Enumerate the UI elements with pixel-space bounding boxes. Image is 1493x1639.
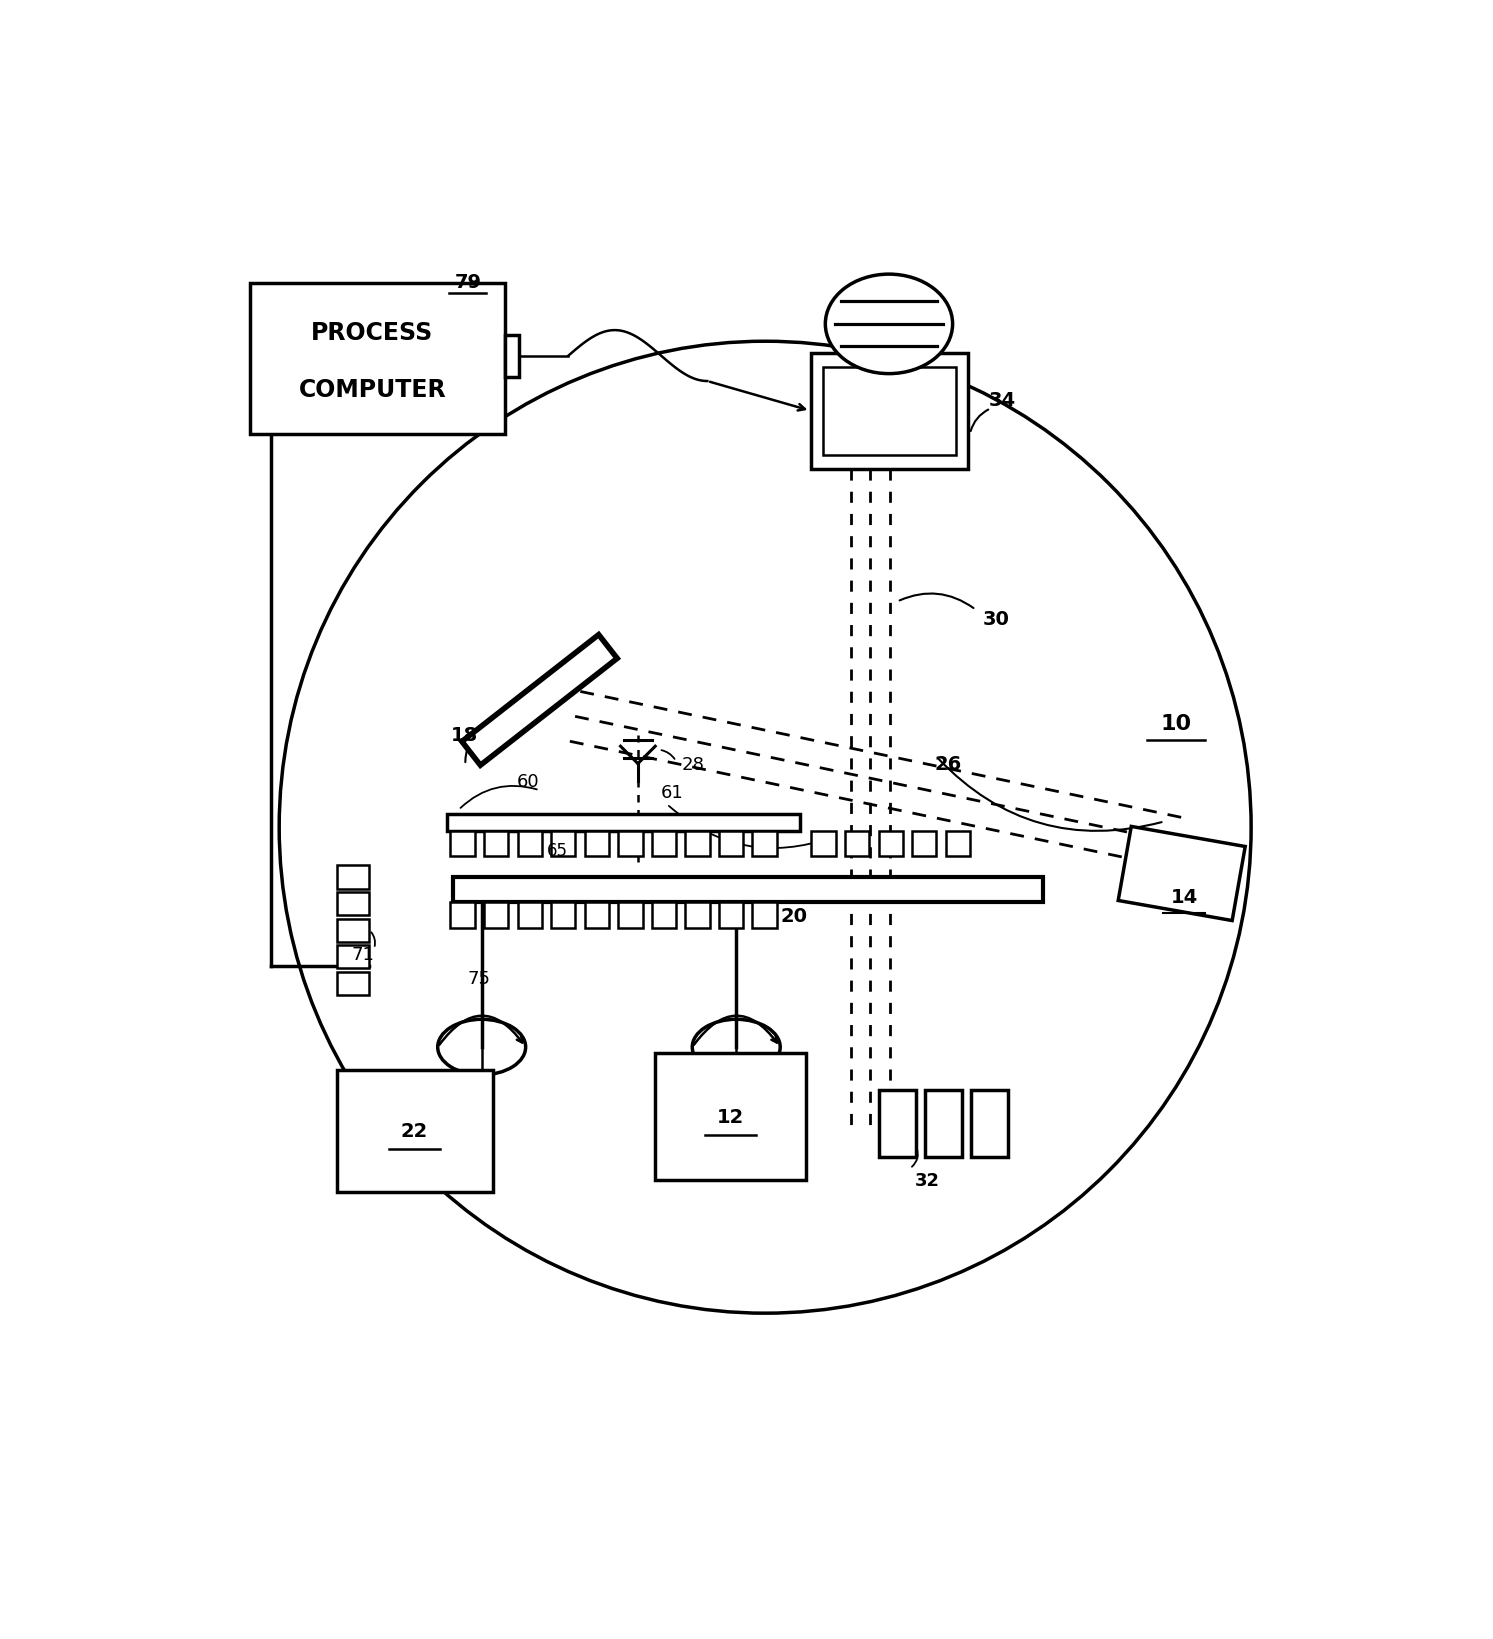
Text: 20: 20 bbox=[781, 906, 808, 924]
Bar bbox=[337, 946, 369, 969]
Bar bbox=[337, 919, 369, 942]
Text: 34: 34 bbox=[988, 390, 1015, 410]
Bar bbox=[652, 831, 676, 857]
Bar bbox=[618, 831, 642, 857]
Text: 10: 10 bbox=[1160, 713, 1191, 734]
Bar bbox=[720, 831, 744, 857]
Text: 14: 14 bbox=[1171, 888, 1197, 906]
Bar bbox=[505, 336, 518, 377]
Bar bbox=[484, 831, 508, 857]
Bar bbox=[823, 367, 956, 456]
Bar bbox=[337, 972, 369, 995]
Text: 79: 79 bbox=[454, 272, 481, 292]
Text: 26: 26 bbox=[935, 754, 961, 774]
Bar bbox=[337, 1070, 493, 1192]
Bar bbox=[446, 815, 800, 831]
Bar bbox=[618, 903, 642, 928]
Bar bbox=[551, 903, 575, 928]
Bar bbox=[484, 903, 508, 928]
Bar bbox=[945, 831, 970, 857]
Bar bbox=[970, 1090, 1008, 1157]
Text: 32: 32 bbox=[915, 1172, 939, 1190]
Bar bbox=[845, 831, 869, 857]
Bar bbox=[720, 903, 744, 928]
Text: 65: 65 bbox=[546, 842, 567, 860]
Bar bbox=[878, 1090, 915, 1157]
Bar bbox=[451, 831, 475, 857]
Text: 75: 75 bbox=[467, 969, 491, 987]
Bar bbox=[451, 903, 475, 928]
Polygon shape bbox=[461, 636, 617, 765]
Bar bbox=[878, 831, 903, 857]
Text: 18: 18 bbox=[451, 726, 478, 744]
Bar bbox=[337, 893, 369, 916]
Text: 60: 60 bbox=[517, 772, 539, 790]
Text: COMPUTER: COMPUTER bbox=[299, 377, 446, 402]
Bar bbox=[685, 831, 709, 857]
Bar bbox=[585, 903, 609, 928]
Ellipse shape bbox=[826, 275, 953, 374]
Bar bbox=[652, 903, 676, 928]
Text: 12: 12 bbox=[717, 1108, 744, 1126]
Text: 71: 71 bbox=[351, 946, 373, 964]
Bar bbox=[655, 1054, 806, 1180]
Bar bbox=[452, 877, 1042, 903]
Bar bbox=[752, 903, 776, 928]
Bar bbox=[924, 1090, 961, 1157]
Bar bbox=[912, 831, 936, 857]
Bar bbox=[585, 831, 609, 857]
Text: 30: 30 bbox=[982, 610, 1011, 629]
Text: 28: 28 bbox=[682, 756, 705, 774]
Bar bbox=[752, 831, 776, 857]
Bar bbox=[812, 831, 836, 857]
Text: 61: 61 bbox=[661, 783, 684, 801]
Bar bbox=[518, 831, 542, 857]
Bar bbox=[551, 831, 575, 857]
Text: 22: 22 bbox=[402, 1121, 428, 1141]
Bar bbox=[518, 903, 542, 928]
Bar bbox=[251, 284, 505, 434]
Bar bbox=[812, 354, 967, 469]
Bar bbox=[337, 865, 369, 888]
Polygon shape bbox=[1118, 828, 1245, 921]
Text: PROCESS: PROCESS bbox=[312, 320, 433, 344]
Bar bbox=[685, 903, 709, 928]
